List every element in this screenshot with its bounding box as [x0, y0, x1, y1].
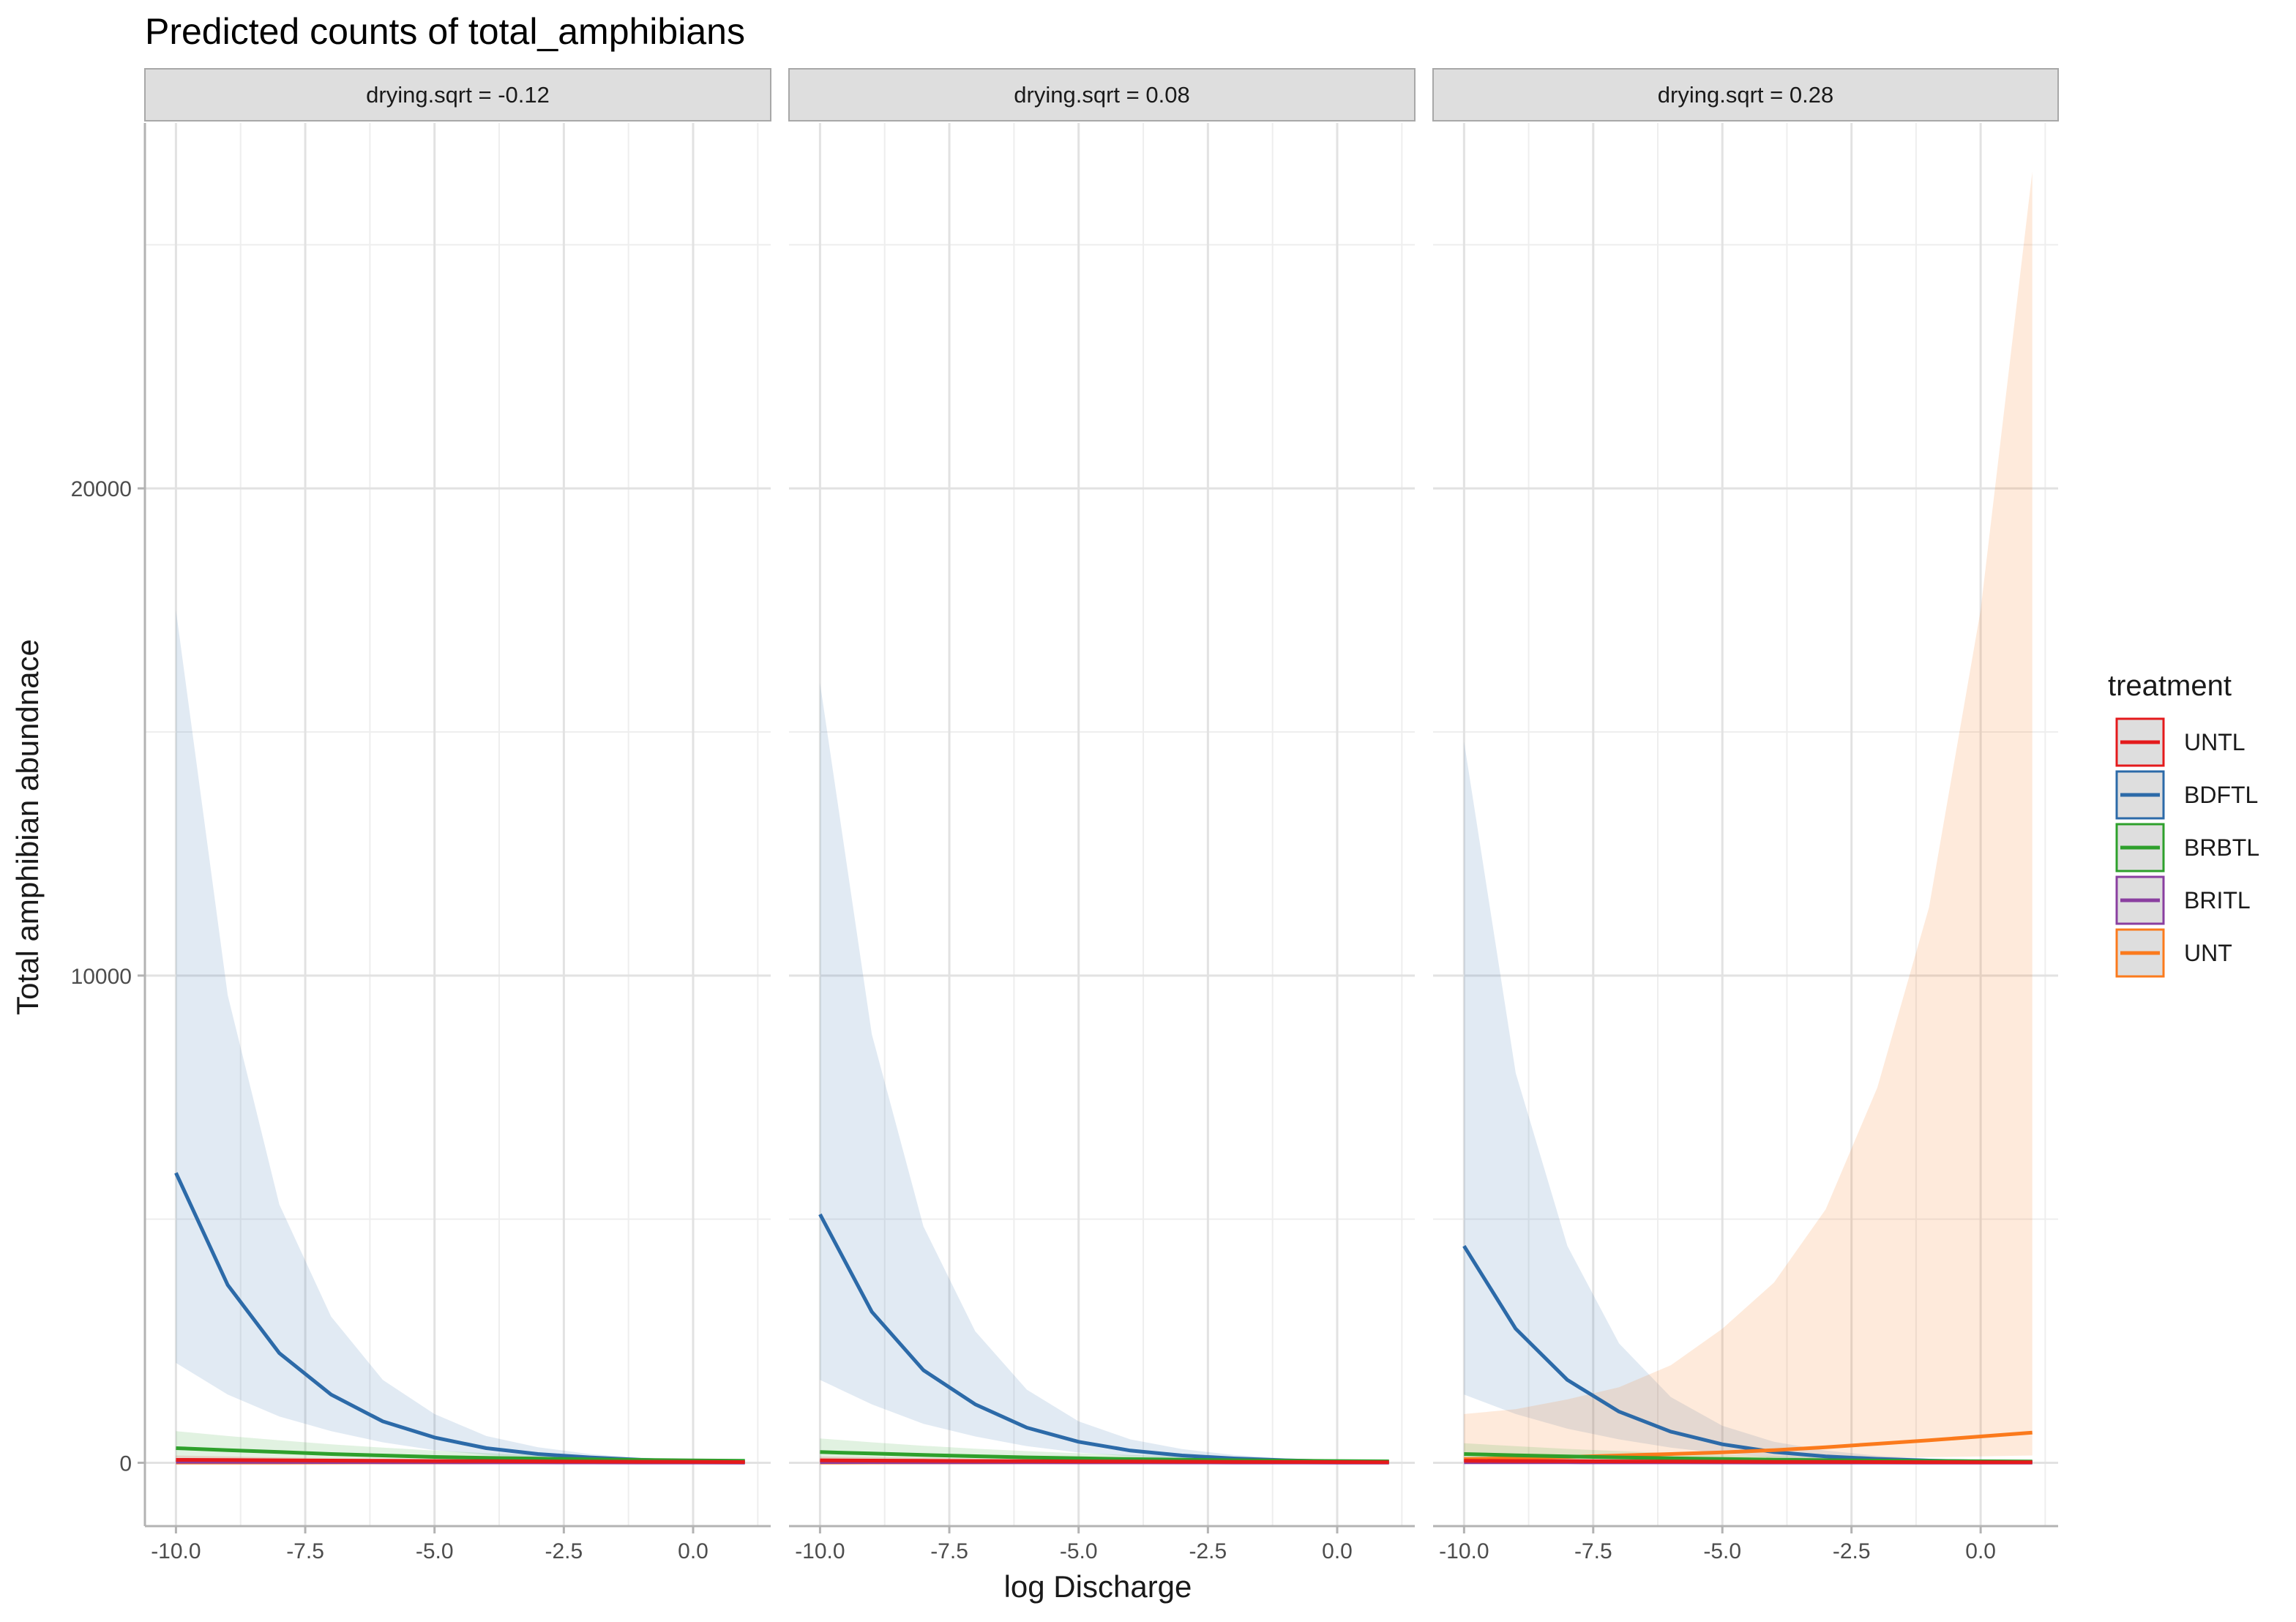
panel-2: drying.sqrt = 0.08 -10.0 -7.5 -5.0 -2.5 0.0: [788, 68, 1416, 1563]
x-axis-title: log Discharge: [1004, 1569, 1192, 1604]
x-tick-label: -5.0: [1703, 1539, 1741, 1563]
line-untl: [1464, 1459, 2033, 1465]
legend-label: UNT: [2184, 940, 2232, 966]
x-tick-label: 0.0: [1322, 1539, 1353, 1563]
legend: treatment UNTL BDFTL BRBTL BRITL UNT: [2108, 670, 2259, 978]
legend-label: BDFTL: [2184, 782, 2258, 808]
ribbon-bdftl: [1464, 741, 2033, 1462]
strip-label: drying.sqrt = -0.12: [366, 82, 550, 108]
line-untl: [820, 1458, 1389, 1465]
ribbon-bdftl: [820, 683, 1389, 1462]
strip-background: [1432, 68, 2059, 122]
x-tick-label: -7.5: [1574, 1539, 1612, 1563]
x-tick-label: 0.0: [1965, 1539, 1996, 1563]
x-tick-label: -10.0: [795, 1539, 845, 1563]
chart-title: Predicted counts of total_amphibians: [145, 11, 745, 52]
legend-item-bdftl: BDFTL: [2115, 770, 2258, 820]
y-tick-label: 20000: [71, 477, 132, 501]
x-tick-label: -2.5: [1189, 1539, 1227, 1563]
y-axis-title: Total amphibian abundnace: [10, 639, 45, 1015]
y-axis: 0 10000 20000: [71, 477, 145, 1476]
legend-label: BRITL: [2184, 887, 2251, 913]
legend-item-brbtl: BRBTL: [2115, 823, 2259, 872]
legend-title: treatment: [2108, 670, 2232, 702]
legend-item-untl: UNTL: [2115, 717, 2245, 767]
legend-label: BRBTL: [2184, 834, 2259, 861]
x-tick-label: -2.5: [1833, 1539, 1871, 1563]
x-tick-label: -10.0: [151, 1539, 201, 1563]
panels: drying.sqrt = -0.12-10.0 -7.5 -5.0 -2.5 0.0d…: [71, 68, 2059, 1563]
strip-background: [788, 68, 1416, 122]
strip-background: [144, 68, 771, 122]
ribbon-bdftl: [176, 610, 745, 1462]
panel-1: drying.sqrt = -0.12 -10.0 -7.5 -5.0 -2.5 0.0: [143, 68, 771, 1563]
y-tick-label: 0: [119, 1451, 132, 1476]
panel-3: drying.sqrt = 0.28 -10.0 -7.5 -5.0 -2.5 0.0: [1432, 68, 2059, 1563]
x-tick-label: -5.0: [1060, 1539, 1098, 1563]
legend-item-unt: UNT: [2115, 928, 2232, 978]
x-tick-label: 0.0: [678, 1539, 708, 1563]
x-tick-label: -2.5: [545, 1539, 583, 1563]
x-tick-label: -7.5: [286, 1539, 324, 1563]
line-untl: [176, 1458, 745, 1464]
strip-label: drying.sqrt = 0.08: [1014, 82, 1189, 108]
x-tick-label: -7.5: [930, 1539, 968, 1563]
x-tick-label: -5.0: [416, 1539, 454, 1563]
ribbon-unt: [1464, 171, 2033, 1462]
legend-label: UNTL: [2184, 729, 2245, 755]
x-tick-label: -10.0: [1439, 1539, 1489, 1563]
legend-item-britl: BRITL: [2115, 875, 2251, 925]
y-tick-label: 10000: [71, 965, 132, 989]
strip-label: drying.sqrt = 0.28: [1658, 82, 1833, 108]
